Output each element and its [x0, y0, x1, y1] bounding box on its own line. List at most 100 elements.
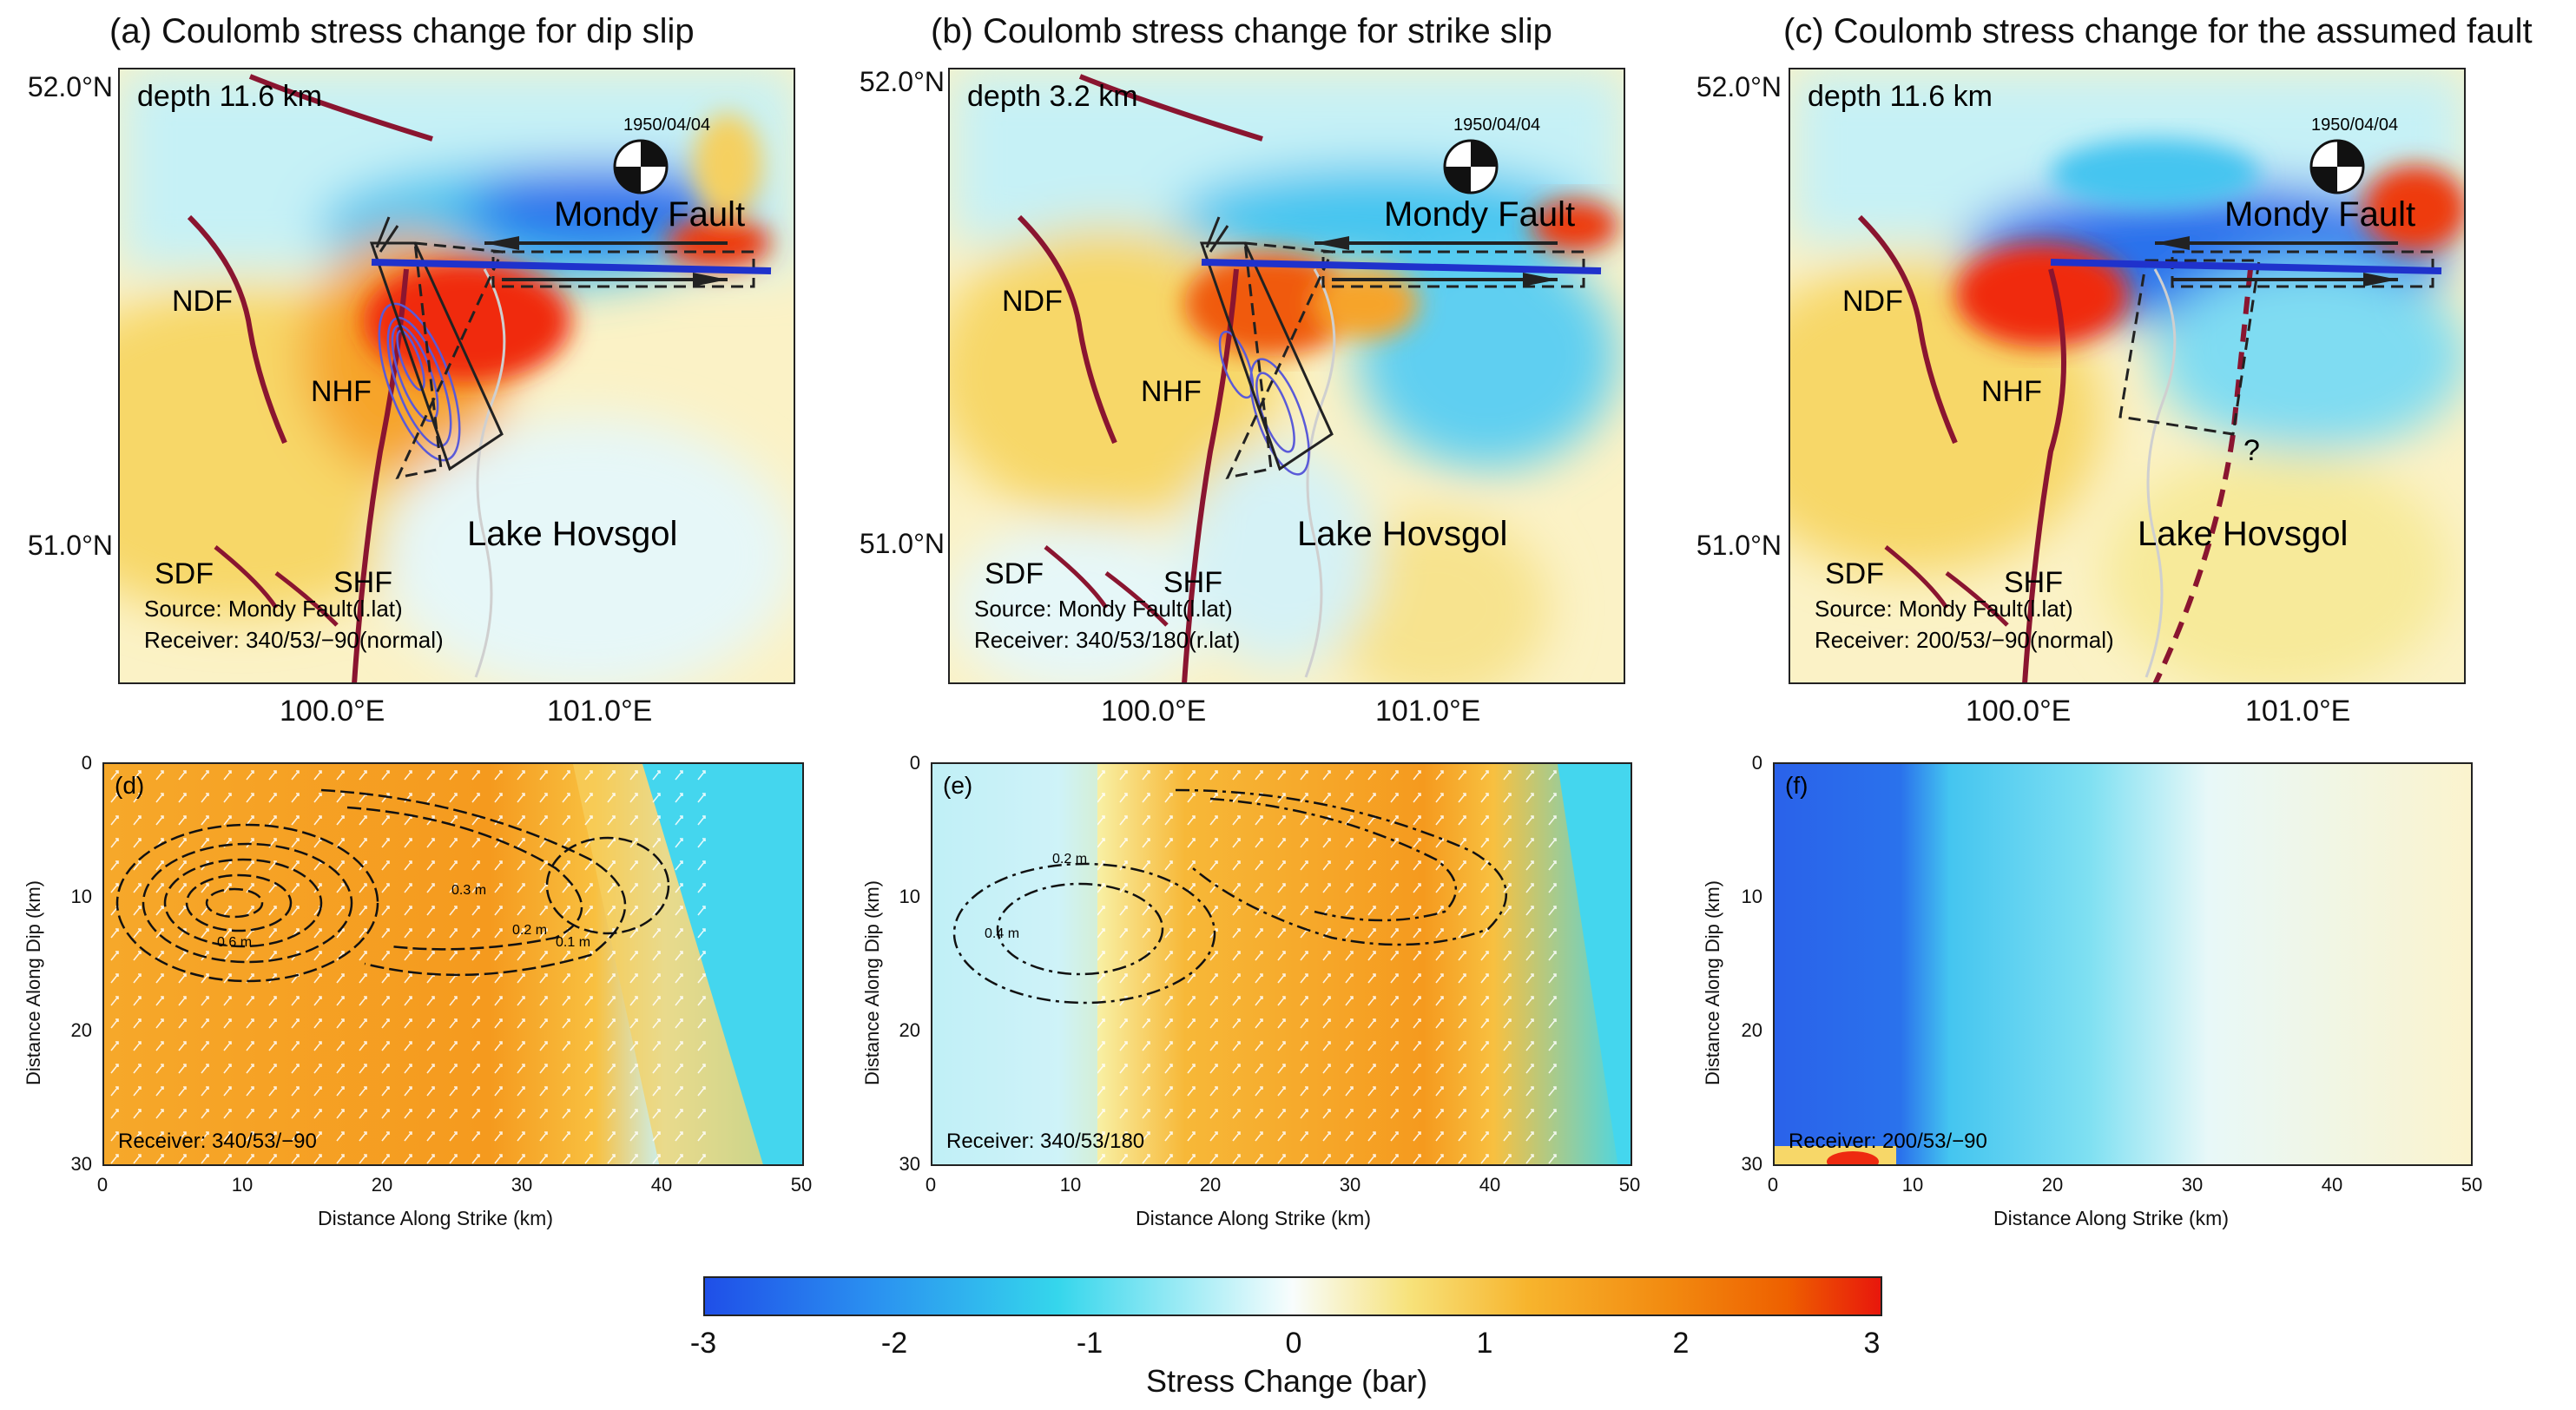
dip-tick-d-0: 0 — [81, 752, 92, 774]
lake-label-c: Lake Hovsgol — [2138, 515, 2348, 553]
contour-label-d3: 0.3 m — [451, 883, 486, 898]
dip-tick-e-20: 20 — [899, 1019, 920, 1041]
lon-left-b: 100.0°E — [1101, 695, 1207, 728]
ndf-label-b: NDF — [1002, 285, 1063, 318]
contour-label-e2: 0.4 m — [985, 926, 1019, 941]
colorbar-tick-0: 0 — [1285, 1327, 1302, 1360]
strike-tick-f-40: 40 — [2321, 1174, 2343, 1196]
lon-right-a: 101.0°E — [547, 695, 653, 728]
date-label-c: 1950/04/04 — [2311, 115, 2398, 135]
lat-bottom-a: 51.0°N — [27, 530, 113, 561]
dip-tick-d-10: 10 — [70, 886, 92, 907]
contour-label-d1: 0.1 m — [556, 935, 590, 950]
dip-tick-d-20: 20 — [70, 1019, 92, 1041]
dip-axis-label-e: Distance Along Dip (km) — [861, 880, 883, 1085]
depth-label-b: depth 3.2 km — [967, 80, 1138, 113]
strike-tick-e-20: 20 — [1199, 1174, 1222, 1196]
section-panel-f: (f) Receiver: 200/53/−90 — [1773, 762, 2473, 1166]
strike-tick-d-30: 30 — [511, 1174, 533, 1196]
source-label-a: Source: Mondy Fault(l.lat) — [144, 596, 403, 622]
question-label-c: ? — [2243, 434, 2260, 467]
depth-label-c: depth 11.6 km — [1808, 80, 1993, 113]
section-label-f: (f) — [1785, 772, 1808, 799]
contour-label-d2: 0.2 m — [512, 923, 547, 938]
date-label-a: 1950/04/04 — [623, 115, 710, 135]
section-label-d: (d) — [115, 772, 144, 799]
receiver-label-c: Receiver: 200/53/−90(normal) — [1815, 627, 2114, 653]
colorbar-tick-m2: -2 — [880, 1327, 908, 1360]
strike-axis-label-f: Distance Along Strike (km) — [1993, 1207, 2229, 1229]
strike-tick-d-0: 0 — [96, 1174, 109, 1196]
colorbar — [703, 1276, 1882, 1316]
sdf-label-b: SDF — [985, 557, 1044, 590]
section-label-e: (e) — [943, 772, 972, 799]
dip-tick-f-10: 10 — [1741, 886, 1762, 907]
strike-tick-f-0: 0 — [1767, 1174, 1779, 1196]
source-label-c: Source: Mondy Fault(l.lat) — [1815, 596, 2073, 622]
strike-tick-e-30: 30 — [1339, 1174, 1361, 1196]
nhf-label-c: NHF — [1981, 375, 2042, 408]
mondy-label-c: Mondy Fault — [2224, 195, 2415, 234]
lat-top-c: 52.0°N — [1696, 71, 1782, 102]
strike-tick-d-10: 10 — [231, 1174, 254, 1196]
colorbar-tick-m1: -1 — [1076, 1327, 1104, 1360]
strike-tick-f-20: 20 — [2041, 1174, 2064, 1196]
lon-right-b: 101.0°E — [1375, 695, 1481, 728]
strike-tick-e-50: 50 — [1618, 1174, 1641, 1196]
colorbar-tick-1: 1 — [1476, 1327, 1493, 1360]
receiver-label-b: Receiver: 340/53/180(r.lat) — [974, 627, 1240, 653]
strike-axis-label-e: Distance Along Strike (km) — [1136, 1207, 1371, 1229]
dip-axis-label-f: Distance Along Dip (km) — [1702, 880, 1723, 1085]
lon-left-c: 100.0°E — [1966, 695, 2072, 728]
map-panel-b: 1950/04/04 depth 3.2 km Mondy Fault NDF … — [948, 68, 1625, 684]
dip-tick-e-0: 0 — [909, 752, 920, 774]
colorbar-tick-2: 2 — [1672, 1327, 1690, 1360]
colorbar-tick-3: 3 — [1863, 1327, 1881, 1360]
nhf-label-b: NHF — [1141, 375, 1202, 408]
dip-axis-label-d: Distance Along Dip (km) — [23, 880, 44, 1085]
lat-top-b: 52.0°N — [859, 66, 945, 97]
shf-label-c: SHF — [2004, 566, 2063, 599]
contour-label-d4: 0.6 m — [217, 935, 252, 950]
dip-tick-f-0: 0 — [1751, 752, 1762, 774]
dip-tick-d-30: 30 — [70, 1153, 92, 1175]
panel-c-title: (c) Coulomb stress change for the assume… — [1783, 12, 2533, 50]
lon-left-a: 100.0°E — [280, 695, 385, 728]
nhf-label-a: NHF — [311, 375, 372, 408]
colorbar-label: Stress Change (bar) — [1146, 1363, 1428, 1399]
strike-tick-f-30: 30 — [2181, 1174, 2204, 1196]
strike-tick-e-40: 40 — [1479, 1174, 1501, 1196]
lat-bottom-b: 51.0°N — [859, 528, 945, 559]
strike-axis-label-d: Distance Along Strike (km) — [318, 1207, 553, 1229]
lake-label-b: Lake Hovsgol — [1297, 515, 1507, 553]
receiver-label-d: Receiver: 340/53/−90 — [118, 1130, 317, 1153]
date-label-b: 1950/04/04 — [1453, 115, 1540, 135]
receiver-label-a: Receiver: 340/53/−90(normal) — [144, 627, 444, 653]
ndf-label-c: NDF — [1842, 285, 1903, 318]
lon-right-c: 101.0°E — [2245, 695, 2351, 728]
shf-label-a: SHF — [333, 566, 392, 599]
section-panel-e: 0.2 m 0.4 m (e) Receiver: 340/53/180 — [931, 762, 1632, 1166]
lat-top-a: 52.0°N — [27, 71, 113, 102]
strike-tick-d-50: 50 — [790, 1174, 813, 1196]
receiver-label-e: Receiver: 340/53/180 — [946, 1130, 1144, 1153]
strike-tick-e-10: 10 — [1059, 1174, 1082, 1196]
colorbar-tick-m3: -3 — [689, 1327, 717, 1360]
strike-tick-f-50: 50 — [2461, 1174, 2483, 1196]
map-panel-a: 1950/04/04 depth 11.6 km Mondy Fault NDF… — [118, 68, 795, 684]
mondy-label-b: Mondy Fault — [1384, 195, 1575, 234]
contour-label-e1: 0.2 m — [1052, 852, 1087, 866]
sdf-label-c: SDF — [1825, 557, 1884, 590]
section-panel-d: 0.1 m 0.2 m 0.3 m 0.6 m (d) Receiver: 34… — [102, 762, 804, 1166]
strike-tick-d-40: 40 — [650, 1174, 673, 1196]
depth-label-a: depth 11.6 km — [137, 80, 322, 113]
strike-tick-f-10: 10 — [1901, 1174, 1924, 1196]
lat-bottom-c: 51.0°N — [1696, 530, 1782, 561]
dip-tick-f-20: 20 — [1741, 1019, 1762, 1041]
sdf-label-a: SDF — [155, 557, 214, 590]
source-label-b: Source: Mondy Fault(l.lat) — [974, 596, 1233, 622]
map-panel-c: 1950/04/04 depth 11.6 km Mondy Fault NDF… — [1789, 68, 2466, 684]
strike-tick-d-20: 20 — [371, 1174, 393, 1196]
panel-a-title: (a) Coulomb stress change for dip slip — [109, 12, 695, 50]
dip-tick-f-30: 30 — [1741, 1153, 1762, 1175]
